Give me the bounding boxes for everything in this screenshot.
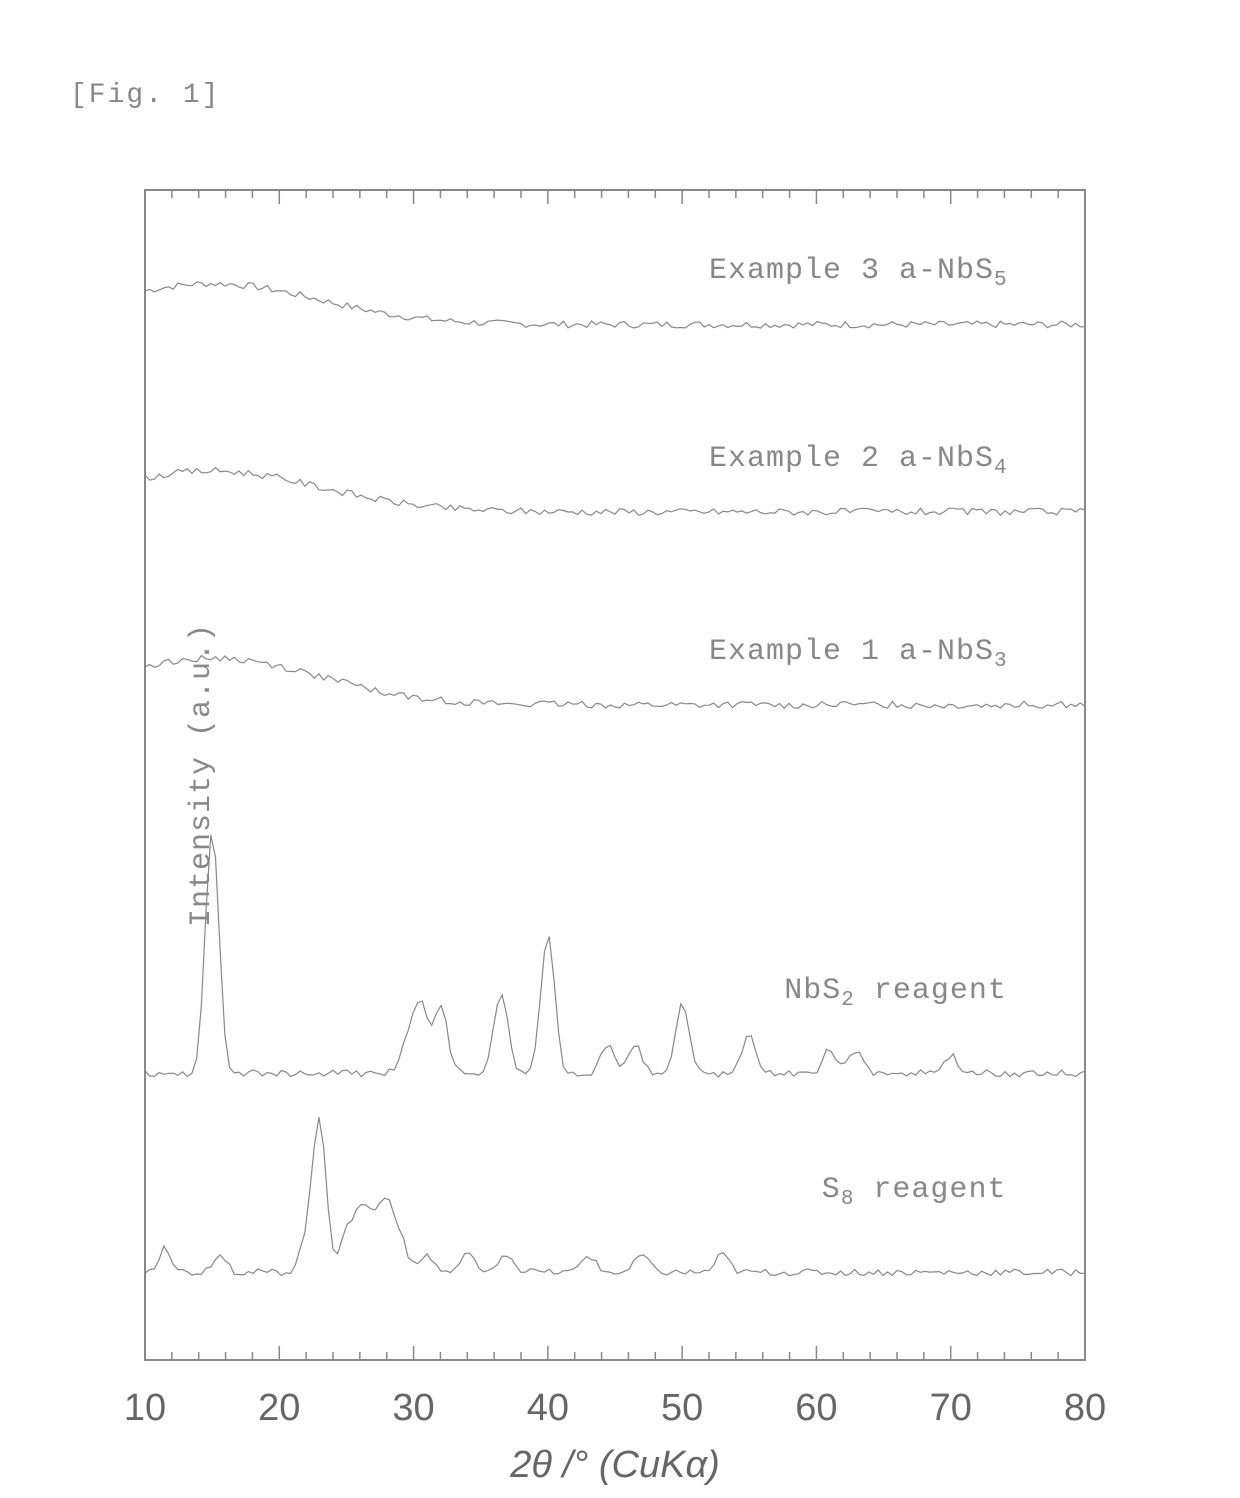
x-tick: 70: [930, 1387, 972, 1430]
x-axis-label: 2θ /° (CuKα): [510, 1444, 720, 1487]
x-tick: 30: [392, 1387, 434, 1430]
series-label: Example 1 a-NbS3: [709, 635, 1008, 673]
x-tick: 80: [1064, 1387, 1106, 1430]
series-label: NbS2 reagent: [784, 974, 1007, 1012]
x-tick: 60: [795, 1387, 837, 1430]
y-axis-label: Intensity (a.u.): [185, 623, 219, 927]
x-tick: 50: [661, 1387, 703, 1430]
series-label: S8 reagent: [822, 1173, 1007, 1211]
xrd-chart: Intensity (a.u.) 2θ /° (CuKα) 1020304050…: [130, 175, 1100, 1375]
x-tick: 10: [124, 1387, 166, 1430]
figure-label: [Fig. 1]: [70, 80, 220, 111]
series-label: Example 3 a-NbS5: [709, 254, 1008, 292]
x-tick: 20: [258, 1387, 300, 1430]
series-label: Example 2 a-NbS4: [709, 442, 1008, 480]
x-tick: 40: [527, 1387, 569, 1430]
